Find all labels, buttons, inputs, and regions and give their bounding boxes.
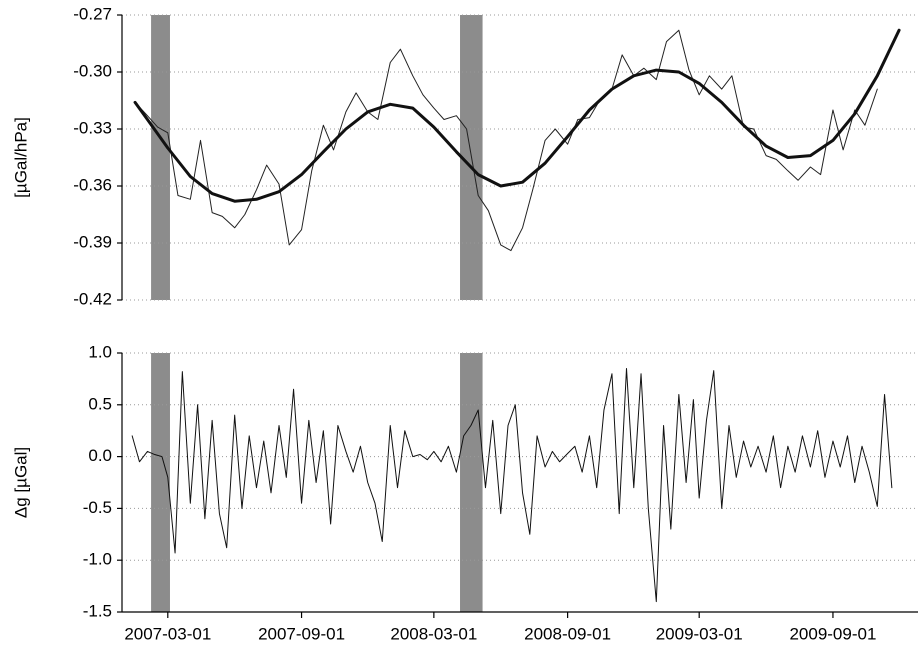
y-tick-label: -0.33: [73, 118, 112, 137]
x-tick-label: 2007-09-01: [258, 624, 345, 643]
y-tick-label: -0.36: [73, 175, 112, 194]
y-tick-label: 1.0: [88, 342, 112, 361]
y-tick-label: -0.42: [73, 289, 112, 308]
y-axis-label: Δg [µGal]: [11, 447, 30, 518]
y-tick-label: -0.27: [73, 4, 112, 23]
y-tick-label: -1.0: [83, 550, 112, 569]
x-tick-label: 2009-03-01: [656, 624, 743, 643]
y-axis-label: [µGal/hPa]: [11, 117, 30, 198]
x-tick-label: 2009-09-01: [789, 624, 876, 643]
x-tick-label: 2008-03-01: [390, 624, 477, 643]
data-line: [133, 28, 901, 203]
y-tick-label: -1.5: [83, 601, 112, 620]
x-tick-label: 2007-03-01: [124, 624, 211, 643]
y-tick-label: 0.5: [88, 394, 112, 413]
shaded-period: [151, 353, 170, 612]
y-tick-label: -0.30: [73, 61, 112, 80]
y-tick-label: 0.0: [88, 446, 112, 465]
data-line: [131, 368, 893, 603]
x-tick-label: 2008-09-01: [524, 624, 611, 643]
shaded-period: [151, 15, 170, 300]
shaded-period: [460, 353, 483, 612]
y-tick-label: -0.5: [83, 498, 112, 517]
y-tick-label: -0.39: [73, 232, 112, 251]
data-line: [134, 29, 878, 252]
